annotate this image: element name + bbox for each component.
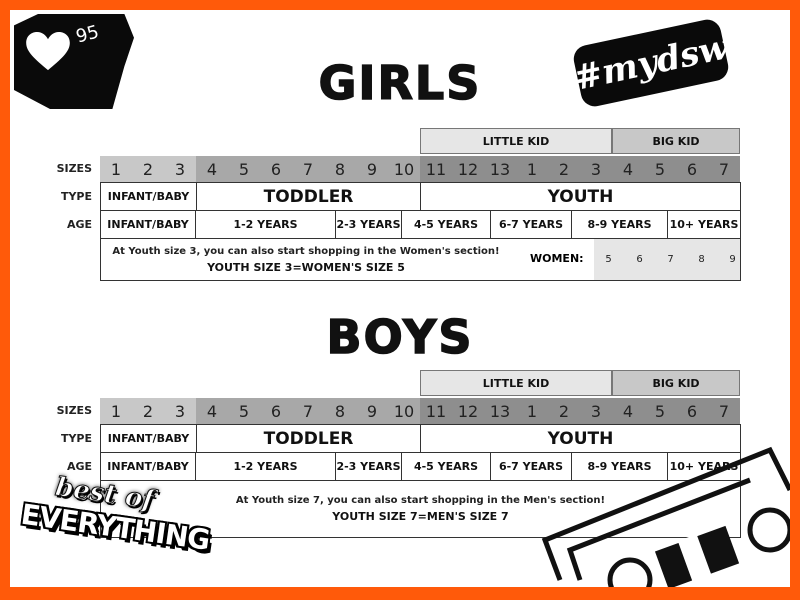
women-size-cell: 7 xyxy=(667,254,674,265)
size-cell: 8 xyxy=(334,159,346,179)
age-cell: 4-5 YEARS xyxy=(401,452,491,481)
sizes-band-toddler xyxy=(196,398,420,424)
size-cell: 8 xyxy=(334,401,346,421)
type-label: TYPE xyxy=(60,190,92,203)
size-cell: 3 xyxy=(174,401,186,421)
size-cell: 2 xyxy=(142,159,154,179)
size-cell: 12 xyxy=(457,401,479,421)
note-conversion: YOUTH SIZE 7=MEN'S SIZE 7 xyxy=(332,510,509,523)
size-cell: 1 xyxy=(110,159,122,179)
women-label: WOMEN: xyxy=(530,252,584,265)
note-box: At Youth size 7, you can also start shop… xyxy=(100,480,741,538)
note-text: At Youth size 7, you can also start shop… xyxy=(101,493,740,525)
size-cell: 11 xyxy=(425,159,447,179)
type-cell: YOUTH xyxy=(420,182,741,211)
size-cell: 5 xyxy=(238,401,250,421)
size-cell: 2 xyxy=(142,401,154,421)
size-cell: 13 xyxy=(489,401,511,421)
big-kid-header: BIG KID xyxy=(612,370,740,396)
sizes-label: SIZES xyxy=(56,404,92,417)
cassette-icon xyxy=(541,446,790,587)
note-box: At Youth size 3, you can also start shop… xyxy=(100,238,741,281)
size-cell: 7 xyxy=(718,159,730,179)
size-cell: 6 xyxy=(686,401,698,421)
size-cell: 9 xyxy=(366,159,378,179)
size-cell: 11 xyxy=(425,401,447,421)
size-cell: 5 xyxy=(654,159,666,179)
age-cell: 10+ YEARS xyxy=(667,210,741,239)
size-cell: 4 xyxy=(206,159,218,179)
sizes-band-youth xyxy=(420,156,740,182)
women-size-cell: 5 xyxy=(605,254,612,265)
size-cell: 6 xyxy=(270,159,282,179)
size-cell: 4 xyxy=(206,401,218,421)
size-cell: 13 xyxy=(489,159,511,179)
girls-title: GIRLS xyxy=(318,55,482,111)
note-text: At Youth size 3, you can also start shop… xyxy=(101,244,511,276)
size-cell: 9 xyxy=(366,401,378,421)
little-kid-header: LITTLE KID xyxy=(420,128,612,154)
size-cell: 3 xyxy=(590,401,602,421)
women-size-cell: 6 xyxy=(636,254,643,265)
size-cell: 5 xyxy=(654,401,666,421)
size-cell: 7 xyxy=(302,401,314,421)
age-cell: 1-2 YEARS xyxy=(195,452,336,481)
age-cell: INFANT/BABY xyxy=(100,210,196,239)
size-cell: 2 xyxy=(558,159,570,179)
age-label: AGE xyxy=(66,218,92,231)
age-cell: INFANT/BABY xyxy=(100,452,196,481)
size-chart-page: 95 #mydsw GIRLS LITTLE KID BIG KID SIZES 1 2… xyxy=(10,10,790,587)
likes-badge: 95 xyxy=(14,14,134,109)
women-size-cell: 8 xyxy=(698,254,705,265)
type-cell: INFANT/BABY xyxy=(100,182,197,211)
type-cell: INFANT/BABY xyxy=(100,424,197,453)
size-cell: 1 xyxy=(526,159,538,179)
age-cell: 8-9 YEARS xyxy=(571,210,668,239)
size-cell: 6 xyxy=(686,159,698,179)
size-cell: 1 xyxy=(110,401,122,421)
size-cell: 3 xyxy=(590,159,602,179)
size-cell: 2 xyxy=(558,401,570,421)
heart-icon xyxy=(26,32,70,71)
size-cell: 7 xyxy=(302,159,314,179)
age-cell: 6-7 YEARS xyxy=(490,210,572,239)
age-cell: 6-7 YEARS xyxy=(490,452,572,481)
sizes-band-youth xyxy=(420,398,740,424)
sizes-band-infant xyxy=(100,398,196,424)
age-cell: 1-2 YEARS xyxy=(195,210,336,239)
age-cell: 2-3 YEARS xyxy=(335,210,402,239)
type-cell: YOUTH xyxy=(420,424,741,453)
big-kid-header: BIG KID xyxy=(612,128,740,154)
likes-count: 95 xyxy=(73,21,102,48)
age-cell: 4-5 YEARS xyxy=(401,210,491,239)
age-label: AGE xyxy=(66,460,92,473)
size-cell: 3 xyxy=(174,159,186,179)
note-info: At Youth size 7, you can also start shop… xyxy=(235,495,606,506)
size-cell: 5 xyxy=(238,159,250,179)
sizes-band-toddler xyxy=(196,156,420,182)
note-info: At Youth size 3, you can also start shop… xyxy=(112,245,500,257)
size-cell: 12 xyxy=(457,159,479,179)
size-cell: 10 xyxy=(393,159,415,179)
age-cell: 2-3 YEARS xyxy=(335,452,402,481)
little-kid-header: LITTLE KID xyxy=(420,370,612,396)
size-cell: 10 xyxy=(393,401,415,421)
size-cell: 1 xyxy=(526,401,538,421)
type-cell: TODDLER xyxy=(196,182,421,211)
size-cell: 6 xyxy=(270,401,282,421)
type-label: TYPE xyxy=(60,432,92,445)
size-cell: 4 xyxy=(622,401,634,421)
women-size-cell: 9 xyxy=(729,254,736,265)
size-cell: 7 xyxy=(718,401,730,421)
size-cell: 4 xyxy=(622,159,634,179)
boys-title: BOYS xyxy=(326,309,474,365)
sizes-band-infant xyxy=(100,156,196,182)
type-cell: TODDLER xyxy=(196,424,421,453)
note-conversion: YOUTH SIZE 3=WOMEN'S SIZE 5 xyxy=(207,260,405,274)
sizes-label: SIZES xyxy=(56,162,92,175)
women-band xyxy=(594,239,740,280)
